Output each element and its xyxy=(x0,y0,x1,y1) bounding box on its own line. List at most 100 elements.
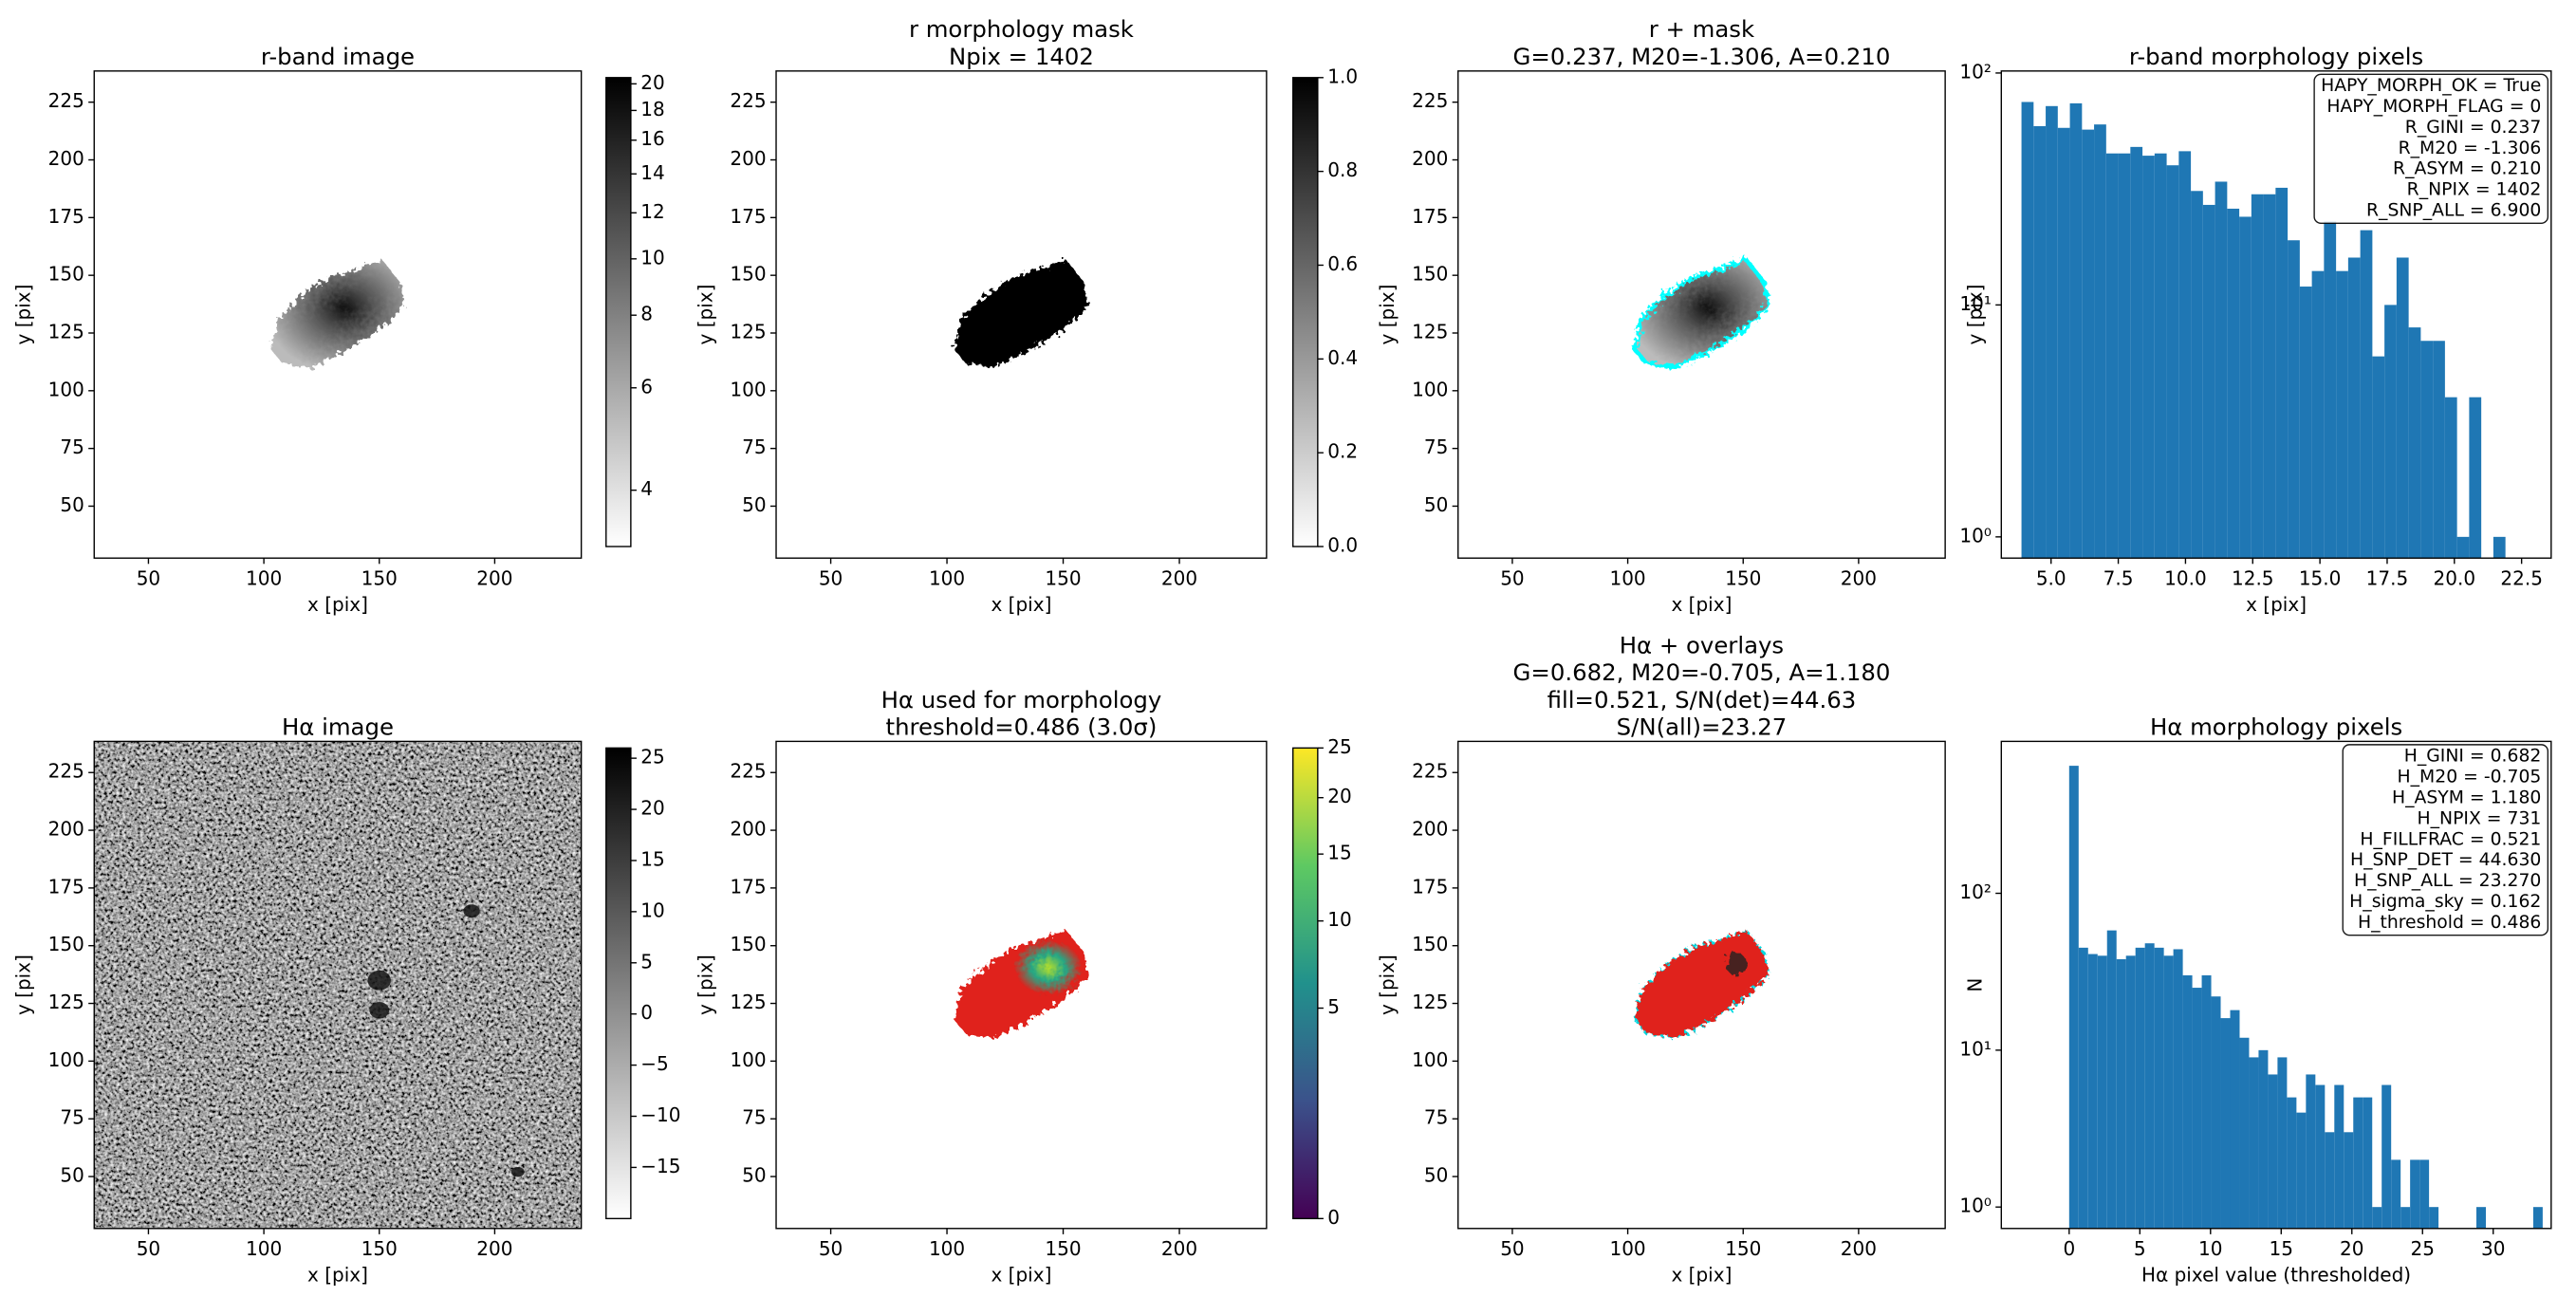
plot-area xyxy=(1633,928,1770,1040)
y-tick-label: 200 xyxy=(1412,818,1448,841)
panel-title: Npix = 1402 xyxy=(949,43,1094,70)
y-tick-label: 125 xyxy=(730,320,766,343)
bar xyxy=(2469,397,2482,559)
y-tick-label: 10¹ xyxy=(1959,292,1991,315)
bar xyxy=(2315,1084,2326,1229)
axes-frame xyxy=(1457,740,1946,1230)
colorbar-tick-label: 20 xyxy=(640,71,664,94)
bar xyxy=(2456,536,2470,559)
panel-title: r-band image xyxy=(261,43,415,70)
bar xyxy=(2239,1037,2250,1229)
bar xyxy=(2166,165,2179,559)
annotation-line: HAPY_MORPH_FLAG = 0 xyxy=(2326,97,2541,117)
y-tick-label: 50 xyxy=(1424,1164,1448,1187)
mask-outline xyxy=(1632,256,1771,370)
bar xyxy=(2311,270,2325,559)
annotation-box xyxy=(2342,744,2549,936)
plot-area xyxy=(2021,102,2506,559)
bar xyxy=(2033,125,2047,559)
dark-source xyxy=(463,904,480,918)
y-tick-label: 10² xyxy=(1959,880,1991,903)
colorbar-tick-label: −10 xyxy=(640,1103,680,1126)
bar xyxy=(2144,943,2155,1229)
bar xyxy=(2154,153,2167,559)
bar xyxy=(2142,156,2155,559)
bar xyxy=(2263,194,2276,559)
bar xyxy=(2192,988,2202,1229)
bar xyxy=(2046,105,2058,559)
bar xyxy=(2353,1097,2363,1229)
y-tick-label: 100 xyxy=(730,1048,766,1071)
y-tick-label: 175 xyxy=(1412,205,1448,228)
x-tick-label: 150 xyxy=(1045,1237,1081,1260)
x-tick-label: 10.0 xyxy=(2164,566,2207,589)
bar xyxy=(2268,1074,2278,1229)
bar xyxy=(2296,1112,2307,1229)
plot-area xyxy=(954,929,1089,1039)
y-axis-label: y [pix] xyxy=(12,954,35,1015)
annotation-line: H_SNP_ALL = 23.270 xyxy=(2354,871,2541,891)
colorbar-tick-label: 10 xyxy=(640,246,664,269)
y-tick-label: 75 xyxy=(1424,1106,1448,1129)
x-tick-label: 50 xyxy=(1500,1237,1524,1260)
bar xyxy=(2191,191,2203,559)
colorbar-tick-label: −5 xyxy=(640,1052,668,1075)
bar xyxy=(2444,397,2457,559)
panel-title: S/N(all)=23.27 xyxy=(1617,713,1788,740)
x-tick-label: 5.0 xyxy=(2036,566,2066,589)
x-tick-label: 15 xyxy=(2270,1237,2293,1260)
bar xyxy=(2201,974,2212,1229)
bar xyxy=(2410,1159,2420,1229)
y-tick-label: 200 xyxy=(730,818,766,841)
colorbar-tick-label: 10 xyxy=(640,899,664,921)
annotation-line: H_M20 = -0.705 xyxy=(2398,767,2542,787)
x-tick-label: 20 xyxy=(2340,1237,2363,1260)
y-tick-label: 175 xyxy=(48,205,84,228)
panel-title: Hα morphology pixels xyxy=(2150,713,2402,740)
colorbar-tick-label: 16 xyxy=(640,127,664,150)
x-tick-label: 100 xyxy=(1609,1237,1645,1260)
annotation-line: R_ASYM = 0.210 xyxy=(2393,159,2541,179)
bar xyxy=(2163,955,2174,1229)
bar xyxy=(2324,220,2337,559)
x-axis-label: Hα pixel value (thresholded) xyxy=(2141,1264,2411,1287)
bar xyxy=(2094,124,2106,559)
bar xyxy=(2105,153,2119,559)
y-tick-label: 175 xyxy=(730,205,766,228)
y-tick-label: 50 xyxy=(742,493,766,516)
panel: r-band morphology pixels 5.0 7.5 10.0 12.5 15… xyxy=(1959,43,2552,616)
x-axis-label: x [pix] xyxy=(307,593,368,616)
bar xyxy=(2476,1207,2486,1229)
annotation-line: H_FILLFRAC = 0.521 xyxy=(2360,829,2541,849)
x-tick-label: 50 xyxy=(137,566,160,589)
x-tick-label: 100 xyxy=(246,1237,282,1260)
y-tick-label: 175 xyxy=(48,875,84,898)
panel-title: Hα + overlays xyxy=(1620,631,1784,658)
x-tick-label: 150 xyxy=(361,566,398,589)
bar xyxy=(2287,1097,2297,1229)
bar xyxy=(2211,996,2221,1229)
colorbar-tick-label: 0.6 xyxy=(1327,252,1358,275)
plot-area xyxy=(954,259,1089,368)
bar xyxy=(2097,955,2107,1229)
y-tick-label: 75 xyxy=(60,1106,83,1129)
annotation-line: H_SNP_DET = 44.630 xyxy=(2350,850,2541,870)
x-axis-label: x [pix] xyxy=(1671,1264,1732,1287)
y-tick-label: 100 xyxy=(1412,1048,1448,1071)
bar xyxy=(2173,949,2183,1229)
y-tick-label: 150 xyxy=(48,933,84,955)
plot-area xyxy=(270,259,405,368)
bar xyxy=(2125,955,2136,1229)
annotation-line: R_SNP_ALL = 6.900 xyxy=(2366,201,2541,221)
x-tick-label: 200 xyxy=(1161,566,1197,589)
colorbar xyxy=(605,747,632,1220)
bar xyxy=(2251,194,2264,559)
x-tick-label: 5 xyxy=(2134,1237,2146,1260)
y-tick-label: 175 xyxy=(1412,875,1448,898)
dark-source xyxy=(510,1166,525,1177)
colorbar xyxy=(1292,747,1319,1220)
annotation-line: HAPY_MORPH_OK = True xyxy=(2321,76,2541,96)
y-tick-label: 225 xyxy=(48,760,84,783)
